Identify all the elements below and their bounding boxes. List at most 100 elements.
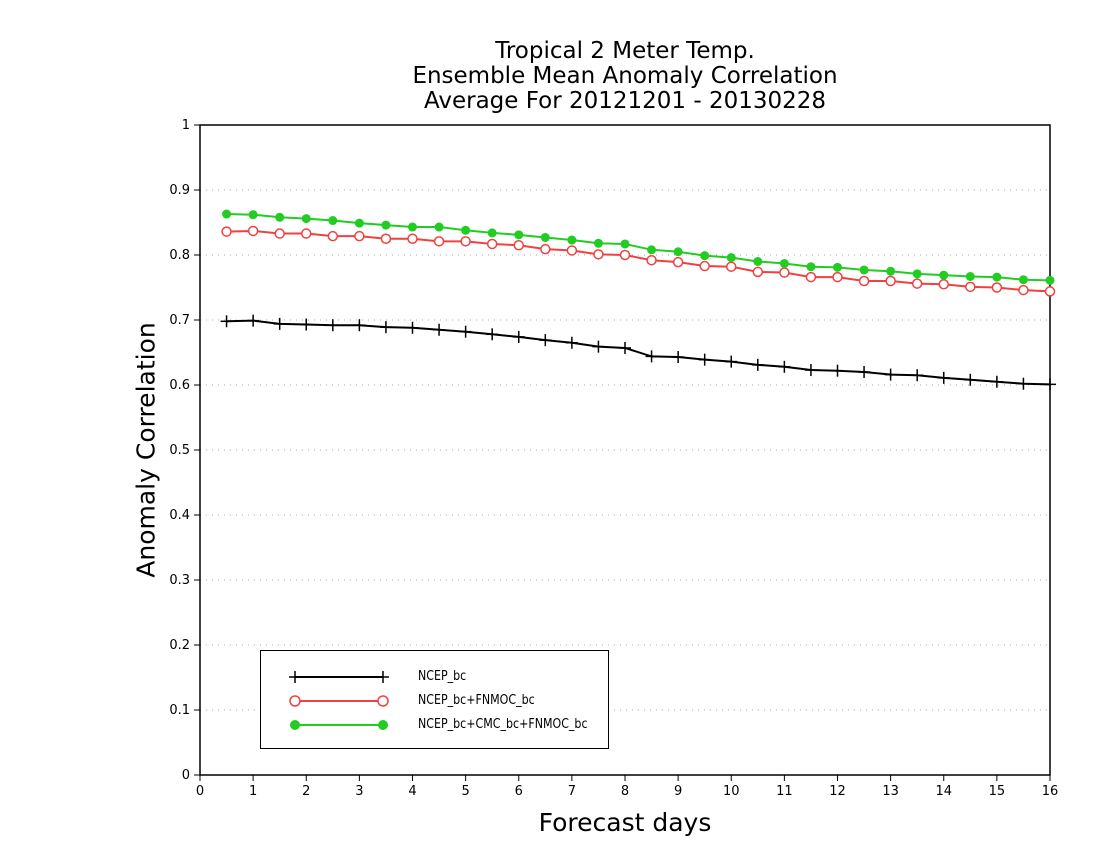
legend-swatches bbox=[289, 671, 389, 730]
series-1-point-30 bbox=[1018, 284, 1029, 296]
series-1-point-6 bbox=[380, 233, 392, 244]
x-tick-label-12: 12 bbox=[829, 784, 846, 799]
series-2-point-15 bbox=[620, 239, 630, 249]
series-0-point-2 bbox=[273, 317, 286, 330]
series-0-point-23 bbox=[831, 364, 844, 377]
series-1-point-24 bbox=[858, 275, 870, 287]
series-2-point-16 bbox=[647, 245, 657, 255]
series-2-point-8 bbox=[434, 222, 444, 232]
series-2-point-26 bbox=[912, 269, 922, 279]
series-0-point-18 bbox=[698, 353, 711, 366]
chart-title-line-3: Average For 20121201 - 20130228 bbox=[423, 88, 827, 114]
series-0-point-15 bbox=[619, 341, 631, 354]
series-1-point-21 bbox=[779, 267, 790, 278]
series-0-point-30 bbox=[1017, 377, 1030, 390]
x-tick-label-3: 3 bbox=[355, 784, 363, 799]
legend: NCEP_bc NCEP_bc+FNMOC_bc NCEP_bc+CMC_bc+… bbox=[260, 650, 609, 749]
series-2-point-18 bbox=[700, 251, 710, 261]
series-2-point-12 bbox=[540, 232, 550, 242]
series-0-point-25 bbox=[884, 368, 897, 381]
series-0-point-9 bbox=[459, 325, 472, 338]
y-tick-label-6: 0.6 bbox=[169, 378, 190, 393]
series-line-2 bbox=[226, 213, 1051, 282]
series-2-point-7 bbox=[408, 222, 417, 232]
series-0-point-1 bbox=[247, 314, 260, 327]
x-tick-label-7: 7 bbox=[568, 784, 576, 799]
series-1-point-29 bbox=[991, 282, 1003, 293]
x-tick-label-2: 2 bbox=[302, 784, 310, 799]
series-1-point-28 bbox=[965, 281, 976, 293]
series-1-point-8 bbox=[433, 236, 445, 247]
x-tick-label-16: 16 bbox=[1042, 784, 1059, 799]
legend-swatch-ncep-fnmoc bbox=[289, 695, 389, 707]
y-tick-label-1: 0.1 bbox=[169, 703, 190, 718]
series-2-point-11 bbox=[514, 230, 524, 240]
series-0-point-31 bbox=[1044, 378, 1056, 391]
series-1-point-1 bbox=[247, 225, 259, 237]
x-tick-label-8: 8 bbox=[621, 784, 629, 799]
series-1-point-20 bbox=[752, 266, 764, 278]
x-tick-label-9: 9 bbox=[674, 784, 682, 799]
x-tick-label-10: 10 bbox=[723, 784, 740, 799]
series-0-point-20 bbox=[751, 358, 764, 371]
legend-label-ncep-fnmoc: NCEP_bc+FNMOC_bc bbox=[418, 693, 535, 708]
y-tick-label-0: 0 bbox=[182, 768, 190, 783]
x-tick-label-15: 15 bbox=[989, 784, 1006, 799]
x-tick-label-13: 13 bbox=[882, 784, 899, 799]
legend-label-ncep-bc: NCEP_bc bbox=[418, 669, 467, 684]
x-tick-label-11: 11 bbox=[776, 784, 793, 799]
x-tick-label-1: 1 bbox=[249, 784, 257, 799]
series-0-point-3 bbox=[300, 318, 313, 331]
series-0-point-29 bbox=[990, 375, 1003, 388]
series-0-point-14 bbox=[592, 340, 605, 353]
y-tick-label-4: 0.4 bbox=[169, 508, 190, 523]
y-tick-label-5: 0.5 bbox=[169, 443, 190, 458]
series-1-point-5 bbox=[354, 230, 365, 242]
x-tick-label-4: 4 bbox=[408, 784, 416, 799]
series-0-point-22 bbox=[804, 364, 817, 377]
series-2-point-25 bbox=[886, 266, 896, 276]
series-0-point-0 bbox=[220, 315, 233, 328]
chart-title-line-2: Ensemble Mean Anomaly Correlation bbox=[412, 63, 838, 89]
series-0-point-19 bbox=[725, 355, 738, 368]
series-2-point-24 bbox=[859, 265, 869, 275]
series-2-point-1 bbox=[248, 210, 258, 220]
series-2-point-3 bbox=[301, 214, 311, 224]
series-1-point-23 bbox=[832, 271, 843, 283]
series-0-point-28 bbox=[964, 373, 977, 386]
series-2-point-19 bbox=[726, 253, 736, 263]
y-axis-label: Anomaly Correlation bbox=[131, 322, 161, 578]
series-0-point-12 bbox=[539, 334, 552, 347]
series-0-point-27 bbox=[937, 371, 950, 384]
series-2-point-23 bbox=[833, 262, 842, 272]
series-1-point-31 bbox=[1044, 286, 1056, 297]
y-tick-label-2: 0.2 bbox=[169, 638, 190, 653]
x-axis-label: Forecast days bbox=[538, 808, 712, 837]
series-0-point-17 bbox=[672, 351, 685, 364]
series-1-point-10 bbox=[486, 238, 498, 250]
series-2-point-6 bbox=[381, 220, 391, 230]
series-2-point-29 bbox=[992, 272, 1002, 282]
series-2-point-14 bbox=[593, 238, 603, 248]
x-tick-label-6: 6 bbox=[515, 784, 523, 799]
series-1-point-16 bbox=[646, 254, 657, 266]
legend-swatch-ncep-cmc-fnmoc bbox=[290, 720, 388, 730]
series-1-point-13 bbox=[566, 245, 578, 256]
series-2-point-17 bbox=[673, 247, 683, 257]
series-2-point-31 bbox=[1045, 275, 1055, 285]
series-1-point-22 bbox=[805, 271, 817, 283]
series-1-point-0 bbox=[221, 226, 232, 237]
x-tick-label-5: 5 bbox=[461, 784, 469, 799]
series-1-point-17 bbox=[672, 256, 684, 268]
series-2-point-30 bbox=[1018, 275, 1028, 285]
series-2-point-28 bbox=[965, 271, 975, 281]
series-0-point-7 bbox=[406, 321, 419, 334]
series-0-point-26 bbox=[911, 369, 924, 382]
chart-title-line-1: Tropical 2 Meter Temp. bbox=[495, 38, 755, 64]
series-0-point-5 bbox=[353, 319, 366, 332]
series-0-point-21 bbox=[778, 360, 791, 373]
series-0-point-6 bbox=[379, 321, 392, 334]
series-1-point-15 bbox=[619, 249, 631, 261]
x-tick-label-0: 0 bbox=[196, 784, 204, 799]
